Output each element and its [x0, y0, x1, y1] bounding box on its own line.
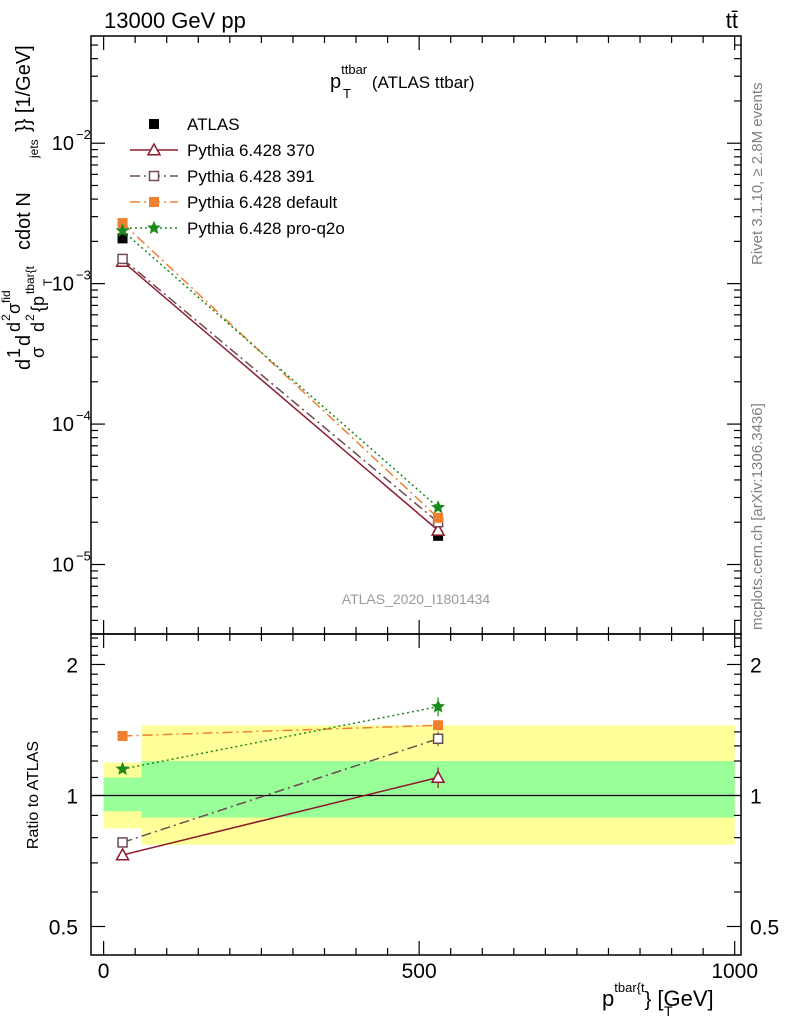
ratio-point-2-0	[117, 730, 128, 741]
ratio-series-line-2	[122, 724, 439, 737]
main-panel-markers	[115, 218, 446, 541]
xlabel-rest: [GeV]	[651, 986, 713, 1011]
main-ytick-label-0: 10	[52, 133, 74, 155]
ylabel-frac2-sup2: 2	[0, 314, 13, 321]
ylabel-frac-den-sigma: σ	[28, 347, 48, 358]
main-ytick-label-1: 10	[52, 274, 74, 296]
ratio-point-2-1	[433, 720, 444, 731]
xlabel-brace: }	[645, 989, 652, 1011]
ratio-series-line-3	[122, 705, 439, 770]
legend-label-1: Pythia 6.428 370	[187, 141, 315, 160]
xlabel-sub-T: T	[664, 1003, 673, 1019]
ylabel-sub-T: T	[41, 278, 55, 286]
ratio-ytick-label-right-2: 2	[750, 654, 762, 677]
main-point-3-0	[117, 218, 128, 229]
stat-uncertainty-band-0	[103, 777, 142, 812]
main-ytick-exp-2: −4	[76, 408, 91, 423]
main-ytick-exp-3: −5	[76, 549, 91, 564]
main-title-p: p	[330, 71, 341, 93]
analysis-watermark: ATLAS_2020_I1801434	[342, 591, 491, 607]
main-y-axis-label: d 1 σ d d 2 σ fid d 2 {p T tbar{t cdot N…	[0, 45, 55, 370]
x-axis-label: ptbar{t} [GeV]	[602, 980, 714, 1011]
legend-marker-1	[146, 142, 162, 156]
main-series-line-1	[122, 260, 439, 531]
ratio-series-line-1	[122, 738, 439, 844]
ratio-uncertainty-bands	[91, 725, 741, 845]
ylabel-tail: }} [1/GeV]	[13, 45, 35, 132]
main-point-1-1	[430, 522, 446, 536]
ylabel-d: d	[13, 335, 35, 346]
main-series-line-4	[122, 230, 439, 508]
main-ytick-label-3: 10	[52, 555, 74, 577]
ratio-ytick-label-left-1: 1	[66, 785, 78, 808]
header-process-label: tt̄	[726, 8, 738, 33]
rivet-version-label: Rivet 3.1.10, ≥ 2.8M events	[749, 83, 766, 266]
ratio-point-0-0	[115, 847, 130, 861]
ratio-series-line-0	[122, 776, 439, 856]
ylabel-frac2-fid: fid	[0, 290, 13, 303]
mcplots-label: mcplots.cern.ch [arXiv:1306.3436]	[749, 403, 766, 630]
ratio-frame	[90, 633, 742, 956]
xtick-label-2: 1000	[711, 960, 758, 983]
main-title: pttbar (ATLAS ttbar)	[330, 62, 475, 93]
main-ytick-label-2: 10	[52, 414, 74, 436]
xlabel-sup: tbar{t	[614, 980, 645, 995]
main-point-4-0	[115, 223, 130, 237]
main-title-rest: (ATLAS ttbar)	[367, 73, 474, 92]
ratio-y-axis-label: Ratio to ATLAS	[25, 741, 42, 849]
main-panel-axes: 10−210−310−410−5	[52, 35, 742, 635]
ratio-point-1-1	[432, 733, 444, 745]
ratio-point-3-0	[115, 761, 130, 775]
main-title-sub: T	[343, 86, 351, 101]
legend-marker-4	[147, 220, 161, 234]
main-point-0-0	[117, 233, 128, 244]
legend-label-0: ATLAS	[187, 115, 240, 134]
ratio-ytick-label-right-1: 1	[750, 785, 762, 808]
ylabel-d1: d	[13, 359, 35, 370]
ylabel-frac2-sigma: σ	[4, 303, 24, 314]
ylabel-sub-jets: jets	[27, 139, 41, 159]
legend-label-2: Pythia 6.428 391	[187, 167, 315, 186]
xtick-label-0: 0	[98, 960, 110, 983]
ylabel-frac2-den-d: d	[28, 322, 48, 332]
main-ytick-exp-0: −2	[76, 127, 91, 142]
main-series-line-3	[122, 222, 439, 519]
ratio-point-3-1	[431, 699, 446, 713]
main-title-sup: ttbar	[341, 62, 368, 77]
xtick-label-1: 500	[402, 960, 437, 983]
ylabel-sup-tbar: tbar{t	[23, 265, 37, 294]
ratio-point-1-0	[117, 837, 128, 848]
main-point-2-0	[117, 253, 128, 265]
ratio-ytick-label-left-0: 0.5	[49, 916, 78, 939]
main-ytick-exp-1: −3	[76, 268, 91, 283]
xlabel-p: p	[602, 986, 614, 1011]
main-point-3-1	[433, 512, 444, 523]
ylabel-frac2-d: d	[4, 322, 24, 332]
ylabel-frac2-den-sup2: 2	[23, 314, 37, 321]
main-point-4-1	[431, 500, 446, 514]
ylabel-frac-num-1: 1	[4, 348, 24, 358]
ratio-ytick-label-left-2: 2	[66, 654, 78, 677]
ylabel-cdot-N: cdot N	[13, 192, 35, 250]
header-beam-label: 13000 GeV pp	[104, 8, 246, 33]
ratio-panel-axes: 0.5 0.5 1 1 2 2 0 500 1000	[49, 633, 779, 983]
legend: ATLAS Pythia 6.428 370 Pythia 6.428 391 Pyt…	[130, 115, 345, 238]
legend-marker-0	[149, 119, 159, 129]
legend-marker-2	[148, 170, 160, 182]
legend-label-3: Pythia 6.428 default	[187, 193, 338, 212]
ratio-point-0-1	[430, 769, 446, 784]
legend-label-4: Pythia 6.428 pro-q2o	[187, 219, 345, 238]
ratio-ytick-label-right-0: 0.5	[750, 916, 779, 939]
main-series-line-2	[122, 258, 439, 523]
ratio-panel-series	[122, 705, 439, 856]
ylabel-frac2-den-p: {p	[28, 296, 48, 312]
legend-marker-3	[149, 197, 159, 207]
ratio-panel-markers	[115, 697, 446, 861]
main-panel-series	[122, 222, 439, 531]
